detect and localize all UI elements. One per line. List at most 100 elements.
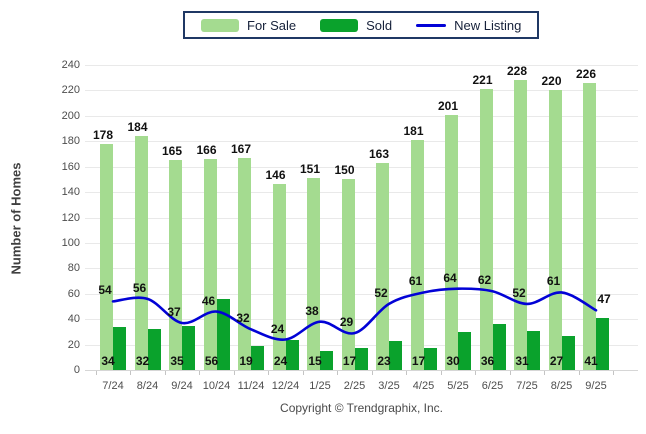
for-sale-value-label: 221 xyxy=(472,73,493,88)
x-tick-mark xyxy=(164,371,166,375)
new-listing-value-label: 47 xyxy=(597,292,611,307)
x-tick-mark xyxy=(199,371,201,375)
y-tick-label-40: 40 xyxy=(67,313,80,326)
bar-sold xyxy=(320,350,333,370)
x-axis-label: 5/25 xyxy=(447,380,469,392)
legend-label-sold: Sold xyxy=(366,17,393,33)
new-listing-value-label: 61 xyxy=(546,274,561,289)
bar-for-sale xyxy=(307,178,320,370)
x-axis-label: 9/24 xyxy=(171,380,193,392)
bar-for-sale xyxy=(100,143,113,370)
sold-value-label: 15 xyxy=(308,354,322,368)
new-listing-value-label: 62 xyxy=(477,273,492,288)
bar-for-sale xyxy=(410,139,424,370)
legend-item-sold: Sold xyxy=(320,18,392,33)
sold-value-label: 34 xyxy=(101,354,115,368)
for-sale-value-label: 163 xyxy=(368,146,390,161)
sold-value-label: 41 xyxy=(584,354,598,368)
gridline-20 xyxy=(85,344,638,346)
x-axis-label: 9/25 xyxy=(585,380,607,392)
sold-value-label: 17 xyxy=(342,354,357,368)
for-sale-value-label: 165 xyxy=(161,144,183,159)
x-tick-mark xyxy=(613,371,615,375)
y-tick-label-140: 140 xyxy=(61,186,80,199)
y-tick-label-100: 100 xyxy=(61,236,80,249)
for-sale-value-label: 184 xyxy=(127,120,148,135)
sold-value-label: 27 xyxy=(549,354,564,368)
bar-sold xyxy=(389,340,402,370)
chart-legend: For Sale Sold New Listing xyxy=(183,11,540,39)
sold-value-label: 31 xyxy=(515,354,529,368)
bar-sold xyxy=(285,339,299,370)
y-tick-label-200: 200 xyxy=(61,109,80,122)
for-sale-value-label: 150 xyxy=(334,163,355,178)
bar-sold xyxy=(458,331,471,370)
for-sale-value-label: 220 xyxy=(541,74,562,89)
bar-for-sale xyxy=(272,184,286,370)
new-listing-value-label: 46 xyxy=(201,293,216,308)
x-axis-label: 7/24 xyxy=(102,380,124,392)
sold-value-label: 23 xyxy=(377,354,391,368)
y-tick-label-60: 60 xyxy=(67,287,80,300)
new-listing-value-label: 64 xyxy=(443,270,457,285)
for-sale-value-label: 226 xyxy=(575,66,597,81)
gridline-200 xyxy=(85,115,638,117)
for-sale-value-label: 167 xyxy=(230,141,252,156)
bar-for-sale xyxy=(341,179,355,370)
bar-for-sale xyxy=(169,160,182,370)
for-sale-swatch-icon xyxy=(201,18,239,32)
y-tick-label-240: 240 xyxy=(61,59,80,71)
x-tick-mark xyxy=(95,371,97,375)
gridline-220 xyxy=(85,90,638,92)
bar-for-sale xyxy=(203,159,217,370)
x-tick-mark xyxy=(233,371,235,375)
for-sale-value-label: 146 xyxy=(265,168,286,183)
x-axis-label: 4/25 xyxy=(412,380,435,392)
gridline-240 xyxy=(85,65,638,66)
sold-value-label: 56 xyxy=(204,354,219,368)
x-tick-mark xyxy=(371,371,373,375)
x-tick-mark xyxy=(509,371,511,375)
for-sale-value-label: 151 xyxy=(299,162,321,177)
x-axis-label: 1/25 xyxy=(309,380,331,392)
sold-value-label: 35 xyxy=(170,354,184,368)
bar-for-sale xyxy=(445,114,458,370)
for-sale-value-label: 228 xyxy=(506,64,528,79)
for-sale-value-label: 181 xyxy=(403,123,424,138)
bar-for-sale xyxy=(548,90,562,370)
bar-for-sale xyxy=(479,89,493,370)
sold-value-label: 17 xyxy=(411,354,426,368)
bar-sold xyxy=(423,348,437,370)
x-tick-mark xyxy=(268,371,270,375)
gridline-120 xyxy=(85,217,638,219)
x-axis-label: 8/24 xyxy=(136,380,159,392)
bar-for-sale xyxy=(514,80,527,370)
y-tick-label-180: 180 xyxy=(61,135,80,148)
sold-value-label: 36 xyxy=(480,354,495,368)
bar-for-sale xyxy=(134,136,148,370)
x-axis-label: 6/25 xyxy=(481,380,504,392)
x-axis-label: 2/25 xyxy=(343,380,366,392)
bar-sold xyxy=(596,317,609,370)
y-tick-label-0: 0 xyxy=(73,364,80,376)
bar-for-sale xyxy=(376,162,389,370)
bar-sold xyxy=(561,335,575,370)
y-axis-title: Number of Homes xyxy=(8,162,24,275)
y-tick-label-220: 220 xyxy=(61,84,80,97)
y-tick-label-120: 120 xyxy=(61,211,80,224)
new-listing-value-label: 24 xyxy=(270,321,285,336)
legend-label-for-sale: For Sale xyxy=(247,17,297,33)
legend-item-for-sale: For Sale xyxy=(201,18,296,33)
y-tick-label-20: 20 xyxy=(67,338,80,351)
gridline-0 xyxy=(85,370,638,371)
new-listing-value-label: 61 xyxy=(408,274,423,289)
gridline-80 xyxy=(85,268,638,270)
legend-label-new-listing: New Listing xyxy=(454,17,522,33)
new-listing-value-label: 29 xyxy=(339,315,354,330)
sold-swatch-icon xyxy=(320,18,359,32)
x-tick-mark xyxy=(544,371,546,375)
gridline-180 xyxy=(85,141,638,143)
x-tick-mark xyxy=(130,371,132,375)
bar-for-sale xyxy=(238,157,251,370)
